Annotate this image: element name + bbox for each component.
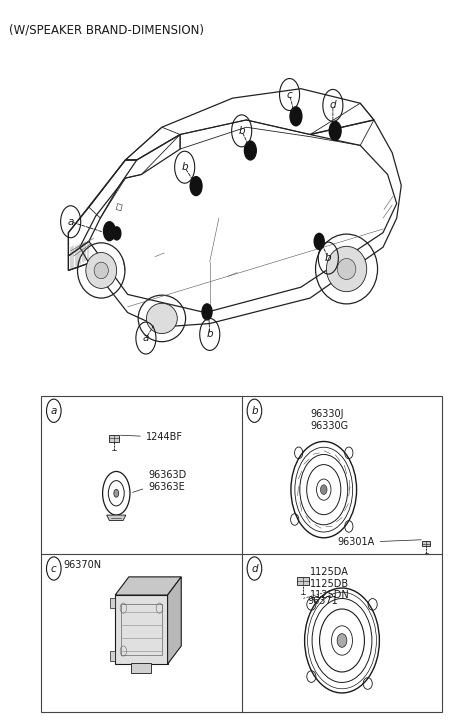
Circle shape [114,489,118,497]
Circle shape [103,222,115,241]
Text: b: b [251,406,257,416]
Bar [109,435,119,441]
Polygon shape [115,577,181,595]
Ellipse shape [86,252,116,289]
Text: 96301A: 96301A [337,537,420,547]
Bar [109,598,115,608]
Text: b: b [324,253,331,263]
Text: 96371: 96371 [306,596,337,606]
Polygon shape [167,577,181,664]
Bar [109,651,115,662]
Circle shape [313,233,324,249]
Ellipse shape [336,634,346,647]
Text: b: b [238,126,244,136]
Circle shape [244,141,256,160]
Text: 96330J
96330G: 96330J 96330G [309,409,348,431]
Circle shape [112,227,121,240]
Circle shape [190,177,202,196]
Text: 96363D
96363E: 96363D 96363E [132,470,186,492]
Text: (W/SPEAKER BRAND-DIMENSION): (W/SPEAKER BRAND-DIMENSION) [9,23,204,36]
Text: b: b [181,162,187,172]
Text: a: a [142,333,149,343]
Text: a: a [51,406,57,416]
Bar [131,663,151,673]
Text: a: a [67,217,74,227]
Ellipse shape [94,262,108,278]
Text: 1125DA
1125DB
1125DN: 1125DA 1125DB 1125DN [309,567,349,601]
Text: c: c [286,89,292,100]
Text: d: d [329,100,335,111]
Ellipse shape [326,246,366,292]
Text: b: b [206,329,212,340]
Ellipse shape [320,485,326,494]
Ellipse shape [337,259,355,279]
Bar [421,541,430,546]
Text: d: d [251,563,257,574]
Circle shape [202,304,212,320]
Bar [297,577,308,585]
Text: 1244BF: 1244BF [120,432,182,442]
Circle shape [289,107,301,126]
Bar [115,595,167,664]
Bar [41,396,441,712]
Circle shape [329,121,340,140]
Polygon shape [106,515,126,521]
Ellipse shape [146,303,177,334]
Bar [120,603,162,656]
Text: c: c [51,563,56,574]
Text: 96370N: 96370N [64,560,102,570]
